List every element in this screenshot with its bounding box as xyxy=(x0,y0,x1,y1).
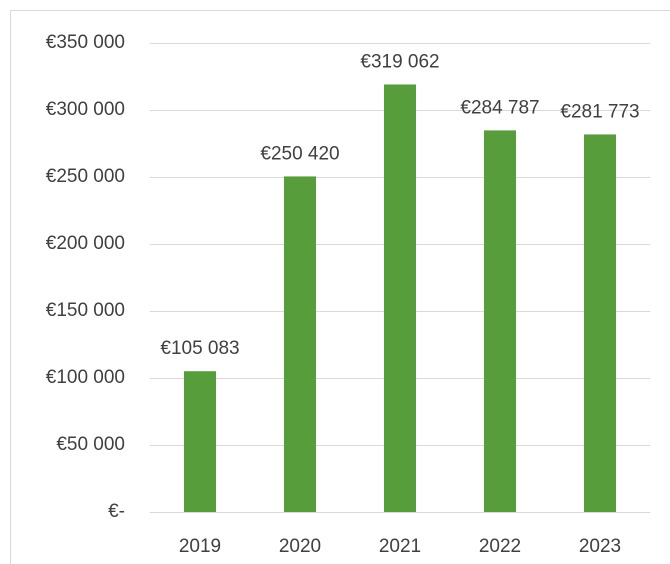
y-tick-label: €200 000 xyxy=(46,233,125,254)
bar xyxy=(284,176,316,512)
chart-border xyxy=(10,10,670,564)
y-tick-label: €350 000 xyxy=(46,32,125,53)
x-tick-label: 2022 xyxy=(479,536,521,557)
y-tick-label: €250 000 xyxy=(46,166,125,187)
y-tick-label: €- xyxy=(108,501,125,522)
x-tick-label: 2019 xyxy=(179,536,221,557)
value-label: €319 062 xyxy=(360,51,439,72)
x-tick-label: 2020 xyxy=(279,536,321,557)
x-tick-label: 2023 xyxy=(579,536,621,557)
bar xyxy=(584,134,616,512)
y-tick-label: €300 000 xyxy=(46,99,125,120)
value-label: €250 420 xyxy=(260,143,339,164)
x-tick-label: 2021 xyxy=(379,536,421,557)
bar xyxy=(384,84,416,513)
value-label: €281 773 xyxy=(560,101,639,122)
y-tick-label: €50 000 xyxy=(56,434,125,455)
bar xyxy=(484,130,516,512)
bar xyxy=(184,371,216,512)
y-tick-label: €100 000 xyxy=(46,367,125,388)
value-label: €284 787 xyxy=(460,97,539,118)
value-label: €105 083 xyxy=(160,338,239,359)
y-tick-label: €150 000 xyxy=(46,300,125,321)
